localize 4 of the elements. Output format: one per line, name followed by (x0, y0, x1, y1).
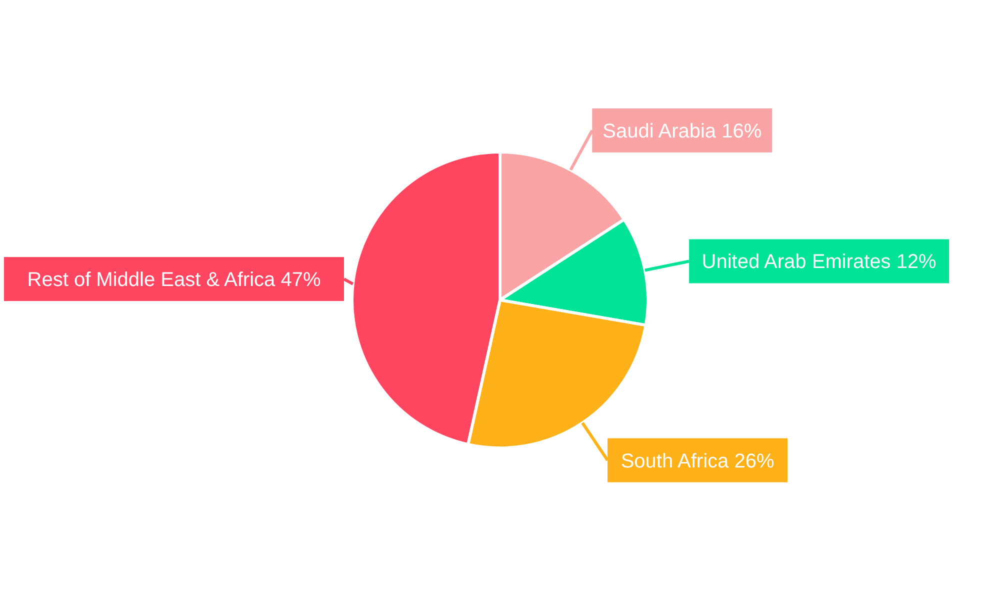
slice-label: Rest of Middle East & Africa 47% (27, 269, 321, 292)
slice-label: United Arab Emirates 12% (702, 251, 937, 274)
slice-label: Saudi Arabia 16% (602, 120, 762, 142)
slice-label: South Africa 26% (620, 450, 774, 472)
